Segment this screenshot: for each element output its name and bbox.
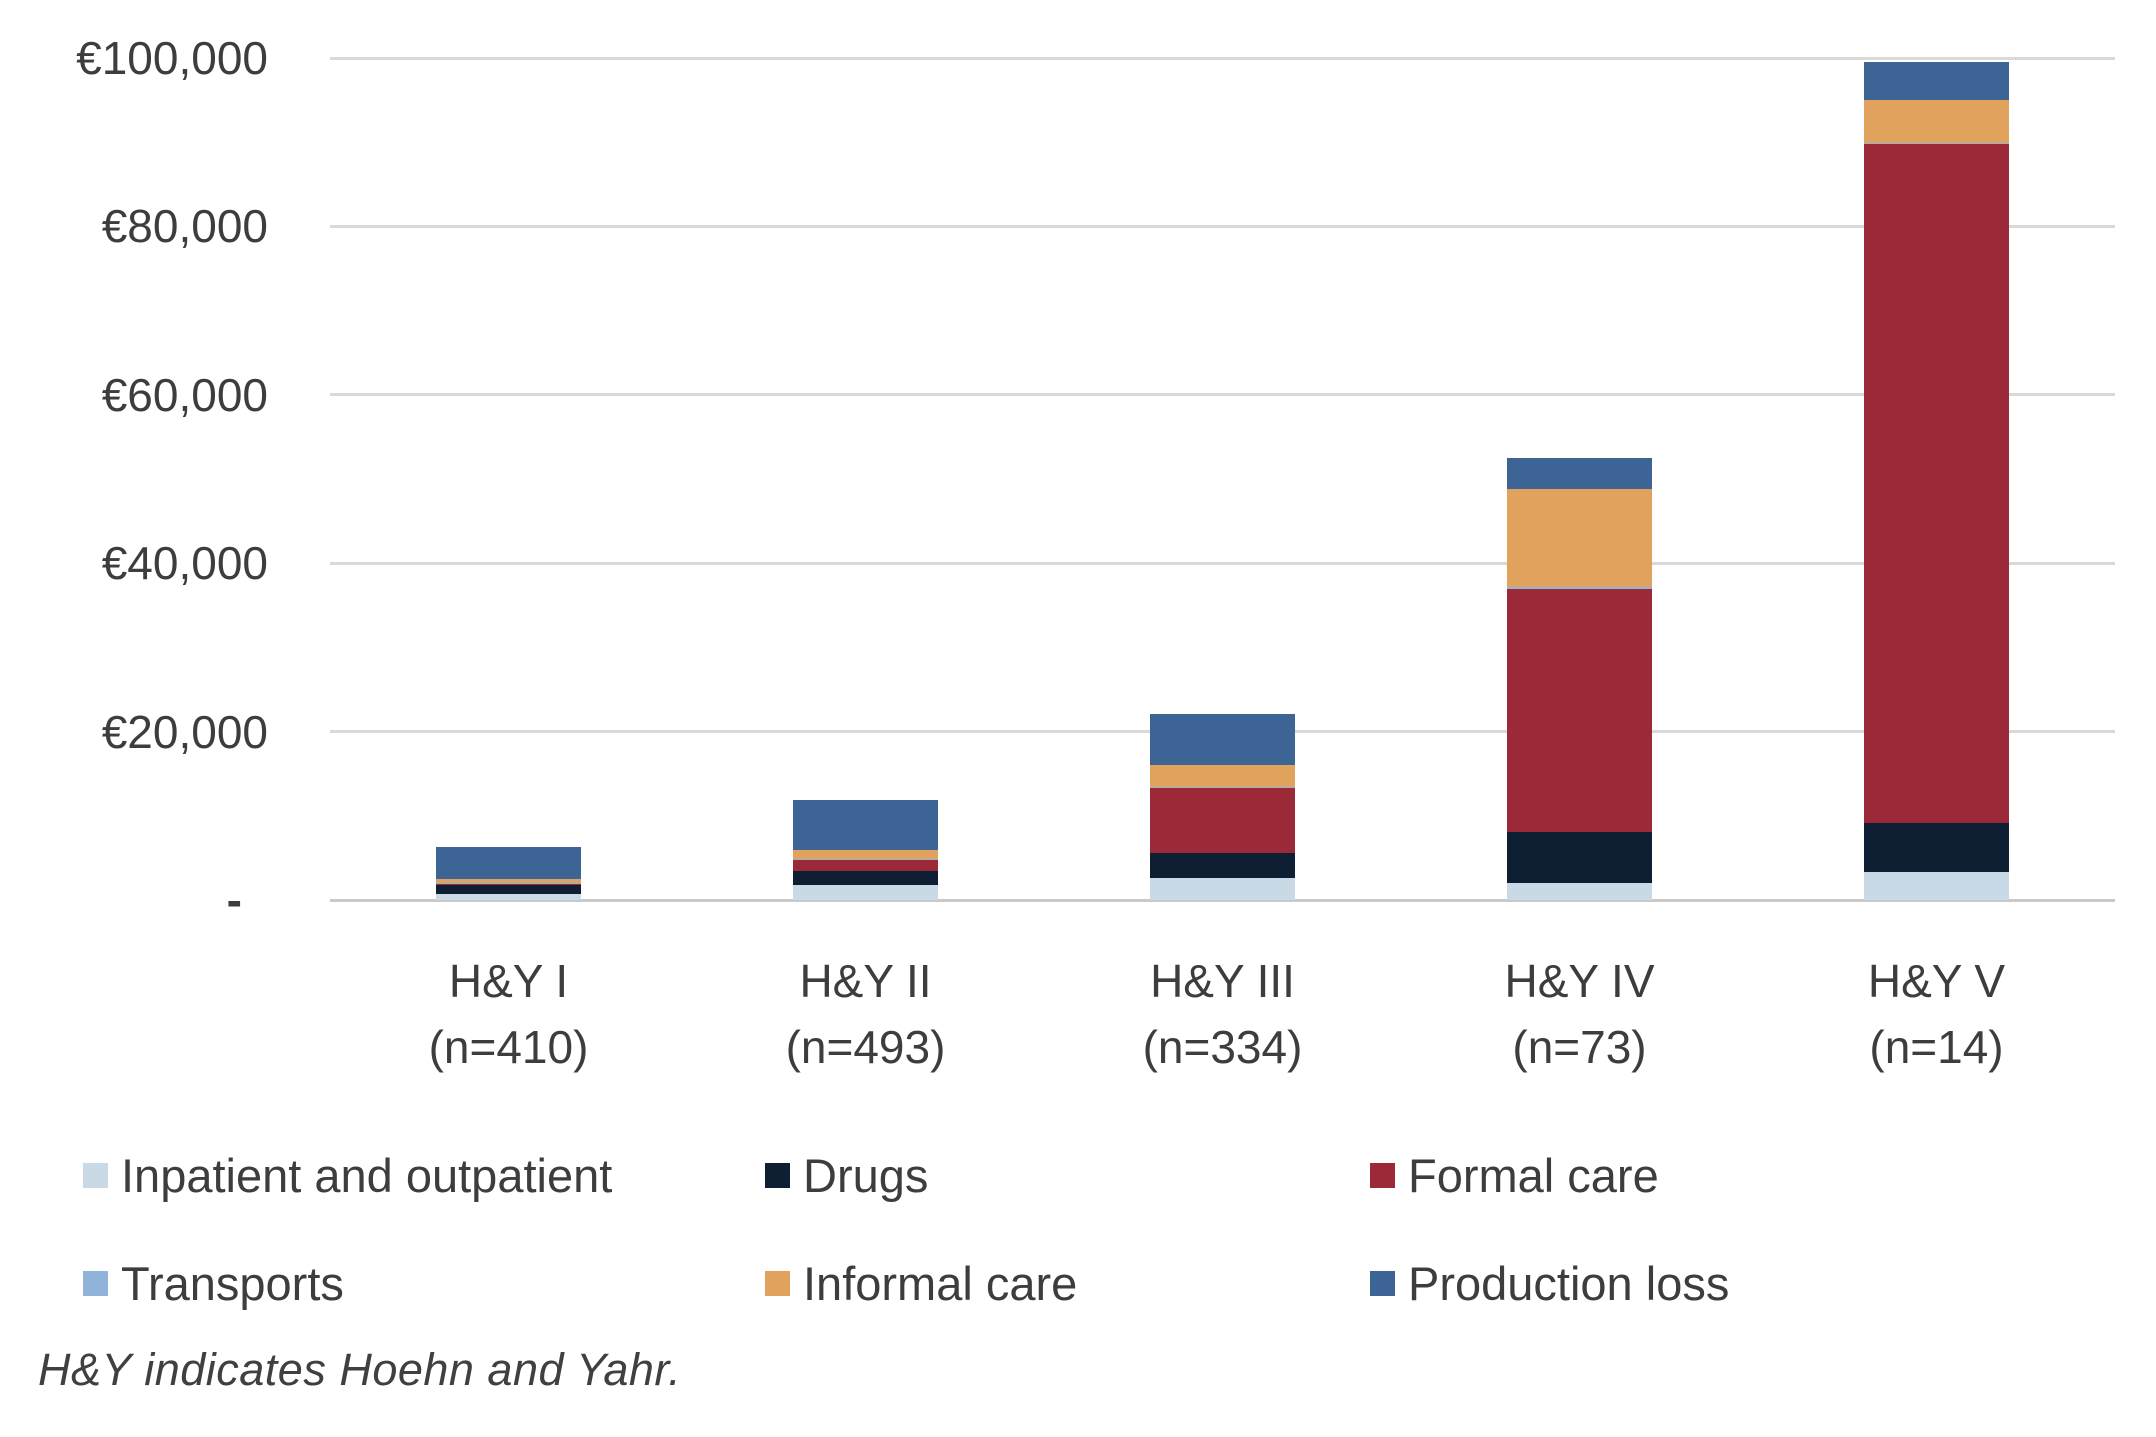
x-tick-label: H&Y I (n=410) xyxy=(329,948,689,1080)
gridline xyxy=(330,393,2115,397)
legend-item-production-loss: Production loss xyxy=(1370,1256,1729,1311)
legend-item-inpatient-and-outpatient: Inpatient and outpatient xyxy=(83,1148,612,1203)
bar-segment-formal-care xyxy=(1507,589,1652,833)
legend-item-transports: Transports xyxy=(83,1256,344,1311)
bar-segment-informal-care xyxy=(1507,489,1652,588)
bar-segment-formal-care xyxy=(1864,143,2009,824)
bar-segment-production-loss xyxy=(1507,458,1652,490)
bar-segment-formal-care xyxy=(1150,788,1295,854)
bar-h-y-i xyxy=(436,847,581,900)
legend-item-drugs: Drugs xyxy=(765,1148,928,1203)
bar-segment-drugs xyxy=(1507,832,1652,884)
x-tick-label: H&Y II (n=493) xyxy=(686,948,1046,1080)
y-tick-label: €100,000 xyxy=(76,32,268,84)
gridline xyxy=(330,56,2115,60)
category-name: H&Y V xyxy=(1867,955,2006,1007)
bar-segment-production-loss xyxy=(436,847,581,880)
legend-label: Formal care xyxy=(1408,1149,1659,1202)
bar-h-y-v xyxy=(1864,61,2009,900)
bar-segment-inpatient-and-outpatient xyxy=(793,884,938,900)
category-sample-size: (n=73) xyxy=(1512,1021,1647,1073)
legend-label: Transports xyxy=(121,1257,344,1310)
bar-h-y-iv xyxy=(1507,458,1652,900)
category-sample-size: (n=334) xyxy=(1142,1021,1303,1073)
legend-swatch-icon xyxy=(83,1163,108,1188)
legend-label: Informal care xyxy=(803,1257,1078,1310)
bar-segment-informal-care xyxy=(1864,99,2009,143)
category-name: H&Y III xyxy=(1150,955,1295,1007)
category-sample-size: (n=14) xyxy=(1869,1021,2004,1073)
legend-label: Production loss xyxy=(1408,1257,1730,1310)
bar-segment-production-loss xyxy=(1150,714,1295,766)
x-tick-label: H&Y III (n=334) xyxy=(1043,948,1403,1080)
bar-segment-transports xyxy=(1150,787,1295,789)
bar-segment-formal-care xyxy=(793,859,938,871)
legend-item-formal-care: Formal care xyxy=(1370,1148,1659,1203)
bar-segment-inpatient-and-outpatient xyxy=(1507,883,1652,900)
bar-segment-inpatient-and-outpatient xyxy=(1150,878,1295,900)
y-tick-label: €60,000 xyxy=(101,368,268,421)
x-tick-label: H&Y V (n=14) xyxy=(1757,948,2117,1080)
chart-footnote: H&Y indicates Hoehn and Yahr. xyxy=(38,1344,682,1395)
x-tick-label: H&Y IV (n=73) xyxy=(1400,948,1760,1080)
bar-h-y-ii xyxy=(793,799,938,900)
legend-swatch-icon xyxy=(1370,1271,1395,1296)
bar-segment-informal-care xyxy=(1150,765,1295,788)
bar-segment-drugs xyxy=(1150,853,1295,879)
legend-swatch-icon xyxy=(765,1163,790,1188)
bar-h-y-iii xyxy=(1150,714,1295,900)
legend-swatch-icon xyxy=(83,1271,108,1296)
bar-segment-transports xyxy=(793,858,938,860)
legend-label: Drugs xyxy=(803,1149,929,1202)
bar-segment-informal-care xyxy=(793,850,938,859)
legend-item-informal-care: Informal care xyxy=(765,1256,1077,1311)
legend-label: Inpatient and outpatient xyxy=(121,1149,613,1202)
bar-segment-drugs xyxy=(436,885,581,895)
bar-segment-production-loss xyxy=(1864,61,2009,100)
y-tick-label: €40,000 xyxy=(101,537,268,590)
category-name: H&Y I xyxy=(448,955,569,1007)
legend-swatch-icon xyxy=(765,1271,790,1296)
y-tick-label: €20,000 xyxy=(101,705,268,758)
bar-segment-production-loss xyxy=(793,799,938,851)
bar-segment-transports xyxy=(1507,587,1652,590)
bar-segment-drugs xyxy=(793,870,938,885)
bar-segment-informal-care xyxy=(436,879,581,884)
category-name: H&Y II xyxy=(799,955,932,1007)
bar-segment-transports xyxy=(436,883,581,885)
bar-segment-inpatient-and-outpatient xyxy=(436,894,581,900)
category-name: H&Y IV xyxy=(1504,955,1655,1007)
y-tick-label: - xyxy=(226,874,242,926)
category-sample-size: (n=410) xyxy=(428,1021,589,1073)
legend-swatch-icon xyxy=(1370,1163,1395,1188)
y-tick-label: €80,000 xyxy=(101,200,268,253)
bar-segment-inpatient-and-outpatient xyxy=(1864,872,2009,900)
gridline xyxy=(330,561,2115,565)
gridline xyxy=(330,224,2115,228)
bar-segment-drugs xyxy=(1864,823,2009,873)
category-sample-size: (n=493) xyxy=(785,1021,946,1073)
bar-segment-formal-care xyxy=(436,884,581,886)
x-axis-line xyxy=(330,898,2115,902)
bar-segment-transports xyxy=(1864,142,2009,144)
